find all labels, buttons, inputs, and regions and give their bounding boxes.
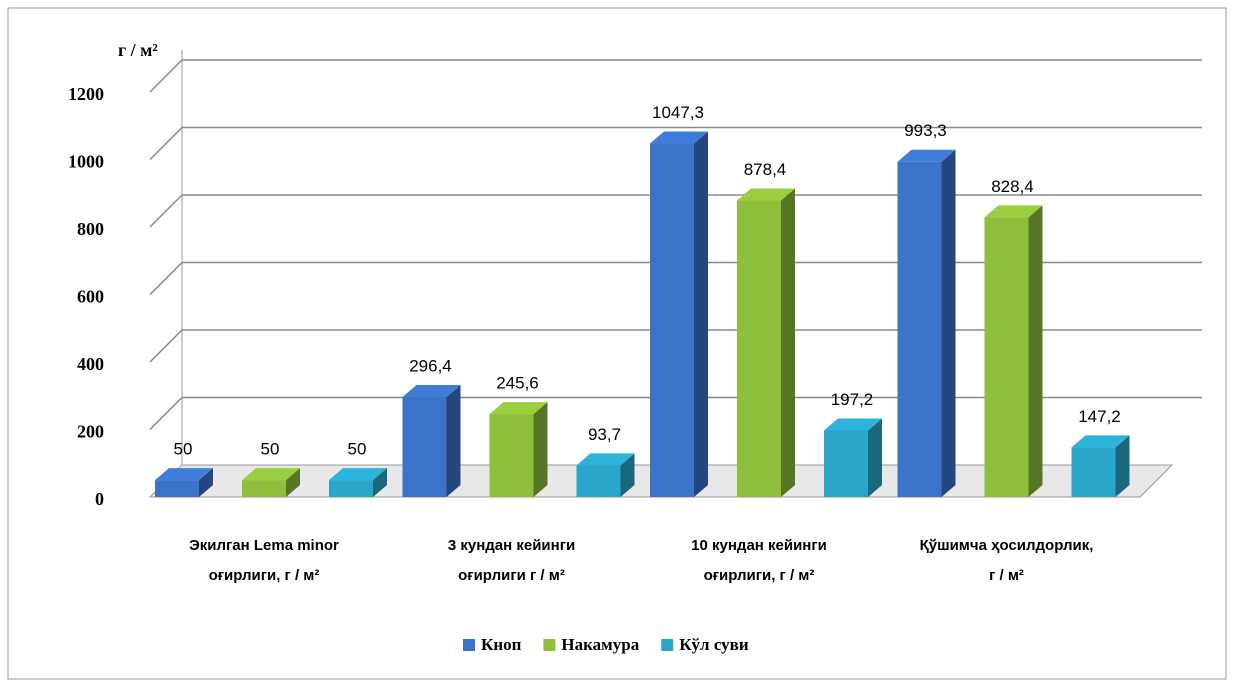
bar bbox=[489, 414, 534, 497]
data-label: 50 bbox=[261, 440, 280, 459]
bar-top bbox=[155, 468, 213, 481]
bar-side bbox=[1028, 205, 1043, 498]
bar-top bbox=[737, 188, 795, 201]
data-label: 147,2 bbox=[1078, 407, 1121, 426]
bar bbox=[824, 430, 868, 497]
x-tick-label: г / м² bbox=[989, 567, 1024, 584]
bar-side bbox=[286, 468, 300, 497]
y-axis-label: г / м² bbox=[118, 40, 158, 60]
bar-side bbox=[620, 453, 635, 497]
x-tick-label: Қўшимча ҳосилдорлик, bbox=[920, 537, 1094, 554]
bar bbox=[242, 480, 286, 497]
legend-swatch bbox=[463, 639, 475, 651]
y-tick-label: 800 bbox=[77, 219, 104, 239]
x-tick-label: 10 кундан кейинги bbox=[691, 537, 827, 554]
grid-line-side bbox=[149, 59, 183, 93]
bar-top bbox=[824, 418, 882, 431]
y-tick-label: 0 bbox=[95, 489, 104, 509]
chart-frame bbox=[7, 7, 1227, 680]
data-label: 993,3 bbox=[904, 121, 947, 140]
bar bbox=[650, 143, 694, 497]
bar-side bbox=[533, 402, 548, 497]
grid-line-side bbox=[149, 261, 183, 296]
bar-side bbox=[781, 188, 795, 498]
bar-top bbox=[897, 149, 956, 162]
bar-top bbox=[650, 131, 708, 144]
y-tick-label: 400 bbox=[77, 354, 104, 374]
x-tick-label: оғирлиги, г / м² bbox=[209, 567, 320, 584]
x-tick-label: 3 кундан кейинги bbox=[448, 537, 575, 554]
bar-top bbox=[242, 468, 300, 481]
legend-label: Кўл суви bbox=[679, 635, 749, 654]
data-label: 245,6 bbox=[496, 374, 539, 393]
bar-side bbox=[1115, 435, 1130, 497]
bar bbox=[984, 217, 1029, 498]
data-label: 828,4 bbox=[991, 177, 1034, 196]
legend-label: Накамура bbox=[561, 635, 639, 654]
bar-top bbox=[984, 205, 1043, 218]
legend-swatch bbox=[661, 639, 674, 651]
grid-line-side bbox=[149, 194, 183, 228]
bar bbox=[1071, 447, 1116, 497]
x-tick-label: оғирлиги, г / м² bbox=[704, 567, 815, 584]
bar bbox=[402, 396, 447, 497]
data-label: 1047,3 bbox=[652, 103, 704, 122]
data-label: 50 bbox=[348, 440, 367, 459]
bar-side bbox=[941, 149, 956, 498]
bar bbox=[897, 161, 942, 498]
data-label: 197,2 bbox=[831, 390, 874, 409]
data-label: 296,4 bbox=[409, 356, 452, 375]
grid-line-side bbox=[149, 126, 183, 161]
bar-side bbox=[868, 418, 882, 497]
grid-line-side bbox=[149, 396, 183, 431]
bar-top bbox=[1071, 435, 1130, 448]
y-tick-label: 1000 bbox=[68, 152, 104, 172]
bar bbox=[155, 480, 199, 497]
bar-side bbox=[373, 468, 387, 497]
bar-side bbox=[446, 384, 461, 497]
bar-top bbox=[402, 384, 461, 397]
x-tick-label: оғирлиги г / м² bbox=[458, 567, 565, 584]
bar-top bbox=[489, 402, 548, 415]
bar-side bbox=[199, 468, 213, 497]
bar bbox=[329, 480, 373, 497]
data-label: 50 bbox=[174, 440, 193, 459]
bar bbox=[737, 200, 781, 498]
y-tick-label: 1200 bbox=[68, 84, 104, 104]
bar-side bbox=[694, 131, 708, 497]
bar-top bbox=[576, 453, 635, 466]
legend-swatch bbox=[543, 639, 556, 651]
data-label: 93,7 bbox=[588, 425, 621, 444]
bar-top bbox=[329, 468, 387, 481]
x-tick-label: Экилган Lema minor bbox=[189, 537, 339, 554]
y-tick-label: 600 bbox=[77, 287, 104, 307]
y-tick-label: 200 bbox=[77, 422, 104, 442]
data-label: 878,4 bbox=[744, 160, 787, 179]
grid-line-side bbox=[149, 329, 183, 363]
bar bbox=[576, 465, 621, 497]
legend-label: Кноп bbox=[481, 635, 522, 654]
